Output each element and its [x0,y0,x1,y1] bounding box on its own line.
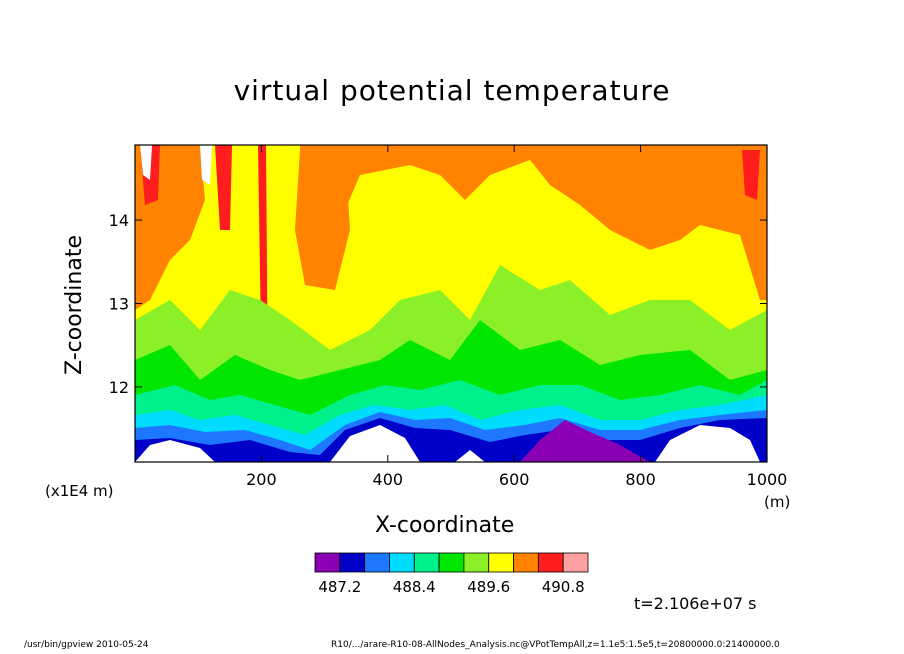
region-orange-mid [295,150,350,290]
colorbar-swatch [463,552,490,573]
region-purple [520,420,650,462]
colorbar-swatch [513,552,539,573]
colorbar-tick-label: 489.6 [467,578,510,596]
chart-title: virtual potential temperature [233,74,671,107]
colorbar-swatch [413,552,440,573]
x-tick-label: 600 [499,470,530,489]
region-red-4 [742,150,760,200]
contour-field [135,145,767,462]
region-white-2 [330,425,420,462]
colorbar-swatch [389,552,415,573]
x-tick-label: 400 [373,470,404,489]
x-tick-label: 200 [246,470,277,489]
colorbar-swatch [364,552,390,573]
x-axis-label: X-coordinate [375,513,515,538]
colorbar-swatch [339,552,366,573]
footer-left-text: /usr/bin/gpview 2010-05-24 [24,640,149,650]
colorbar-swatch [438,552,465,573]
x-tick-label: 800 [625,470,656,489]
x-tick-label: 1000 [747,470,788,489]
time-label: t=2.106e+07 s [634,594,757,613]
region-white-top2 [200,145,212,185]
colorbar-tick-label: 487.2 [318,578,361,596]
colorbar-swatch [562,552,589,573]
colorbar-tick-label: 490.8 [542,578,585,596]
region-orange [135,145,767,300]
region-white-3 [455,450,485,462]
colorbar: 487.2 488.4 489.6 490.8 [314,552,589,596]
y-tick-label: 14 [109,211,129,230]
y-tick-label: 12 [109,378,129,397]
region-red-2 [215,145,232,230]
region-white-top [140,145,152,180]
y-axis-label: Z-coordinate [62,235,87,375]
colorbar-swatch [314,552,341,573]
colorbar-swatch [488,552,514,573]
x-scale-note: (x1E4 m) [45,482,114,500]
x-unit-label: (m) [764,493,791,511]
region-white-1 [135,440,215,462]
y-tick-label: 13 [109,295,129,314]
footer-right-text: R10/.../arare-R10-08-AllNodes_Analysis.n… [331,640,780,650]
colorbar-swatch [537,552,564,573]
region-white-4 [655,425,760,462]
colorbar-tick-label: 488.4 [393,578,436,596]
axes: 200 400 600 800 1000 12 13 14 [109,145,788,489]
